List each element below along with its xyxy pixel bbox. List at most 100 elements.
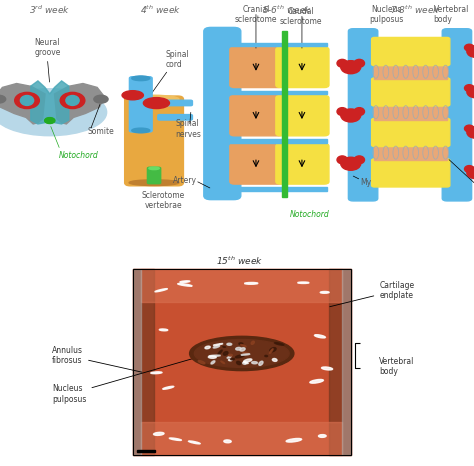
Ellipse shape — [321, 367, 333, 370]
Ellipse shape — [227, 343, 232, 345]
Ellipse shape — [274, 343, 284, 345]
FancyBboxPatch shape — [372, 37, 450, 66]
FancyBboxPatch shape — [147, 167, 161, 184]
Ellipse shape — [251, 341, 255, 344]
FancyBboxPatch shape — [276, 96, 329, 136]
Ellipse shape — [189, 441, 200, 444]
Bar — [133, 269, 351, 455]
Ellipse shape — [15, 92, 39, 109]
Ellipse shape — [163, 386, 174, 389]
Ellipse shape — [169, 438, 182, 440]
FancyBboxPatch shape — [372, 159, 450, 187]
Ellipse shape — [66, 96, 79, 105]
Ellipse shape — [243, 352, 249, 354]
Bar — [213, 187, 327, 191]
Ellipse shape — [298, 282, 309, 283]
Ellipse shape — [228, 359, 232, 361]
Text: Caudal
sclerotome: Caudal sclerotome — [280, 7, 322, 26]
Bar — [141, 422, 342, 455]
Ellipse shape — [180, 281, 190, 282]
FancyBboxPatch shape — [276, 144, 329, 184]
Ellipse shape — [259, 361, 263, 365]
Ellipse shape — [244, 362, 248, 363]
Ellipse shape — [194, 340, 289, 367]
Text: Cranial
sclerotome: Cranial sclerotome — [235, 5, 277, 24]
Bar — [374, 145, 447, 160]
Ellipse shape — [341, 157, 361, 170]
Ellipse shape — [149, 167, 159, 170]
Bar — [133, 269, 351, 455]
Bar — [213, 91, 327, 95]
Ellipse shape — [231, 358, 235, 360]
Bar — [137, 450, 155, 452]
Circle shape — [45, 118, 55, 123]
FancyBboxPatch shape — [230, 144, 283, 184]
Ellipse shape — [223, 346, 226, 347]
Polygon shape — [31, 81, 69, 124]
Ellipse shape — [237, 361, 241, 364]
Ellipse shape — [155, 288, 167, 292]
Text: Nucleus
pulposus: Nucleus pulposus — [369, 5, 403, 24]
Text: 7-8$^{th}$ week: 7-8$^{th}$ week — [390, 4, 440, 16]
Ellipse shape — [211, 361, 215, 364]
FancyBboxPatch shape — [158, 115, 192, 120]
Ellipse shape — [467, 46, 474, 57]
Ellipse shape — [20, 96, 34, 105]
Ellipse shape — [337, 108, 347, 116]
FancyBboxPatch shape — [129, 77, 152, 132]
Ellipse shape — [337, 156, 347, 164]
Text: 5-6$^{th}$ week: 5-6$^{th}$ week — [262, 4, 312, 16]
Bar — [133, 269, 154, 455]
Circle shape — [94, 95, 108, 103]
FancyBboxPatch shape — [348, 29, 378, 201]
Ellipse shape — [465, 85, 474, 91]
Ellipse shape — [129, 95, 179, 103]
Bar — [342, 269, 351, 455]
Ellipse shape — [198, 361, 205, 364]
Text: Somite: Somite — [88, 127, 114, 136]
Text: Vertebral
body: Vertebral body — [379, 356, 415, 376]
Ellipse shape — [213, 345, 219, 348]
Ellipse shape — [143, 97, 170, 109]
Ellipse shape — [341, 109, 361, 122]
Ellipse shape — [122, 91, 143, 100]
Ellipse shape — [209, 355, 220, 356]
Ellipse shape — [218, 350, 222, 355]
Text: 15$^{th}$ week: 15$^{th}$ week — [216, 255, 263, 267]
Ellipse shape — [159, 329, 168, 331]
Ellipse shape — [467, 167, 474, 178]
Ellipse shape — [465, 125, 474, 132]
Ellipse shape — [223, 351, 228, 355]
Ellipse shape — [269, 349, 273, 353]
Text: 3$^{rd}$ week: 3$^{rd}$ week — [29, 4, 71, 16]
Ellipse shape — [354, 108, 365, 116]
Ellipse shape — [129, 180, 179, 185]
Ellipse shape — [208, 356, 216, 358]
Ellipse shape — [337, 59, 347, 67]
Ellipse shape — [60, 92, 85, 109]
Ellipse shape — [341, 61, 361, 74]
Text: Neural
groove: Neural groove — [34, 38, 61, 57]
Ellipse shape — [132, 76, 150, 81]
FancyBboxPatch shape — [204, 27, 241, 199]
Ellipse shape — [243, 362, 246, 364]
Ellipse shape — [354, 59, 365, 67]
Ellipse shape — [245, 282, 258, 284]
Text: Notochord: Notochord — [290, 210, 330, 219]
Ellipse shape — [241, 344, 246, 347]
Bar — [141, 269, 342, 302]
Ellipse shape — [286, 439, 301, 442]
Ellipse shape — [227, 356, 231, 358]
Ellipse shape — [273, 358, 277, 362]
Text: Cartilage
endplate: Cartilage endplate — [330, 281, 414, 307]
FancyBboxPatch shape — [125, 96, 183, 186]
Ellipse shape — [354, 156, 365, 164]
FancyBboxPatch shape — [230, 47, 283, 88]
Bar — [282, 31, 287, 197]
FancyBboxPatch shape — [442, 29, 472, 201]
Polygon shape — [55, 83, 104, 124]
Bar — [329, 269, 351, 455]
Ellipse shape — [236, 355, 245, 358]
Bar — [213, 42, 327, 46]
FancyBboxPatch shape — [372, 78, 450, 106]
